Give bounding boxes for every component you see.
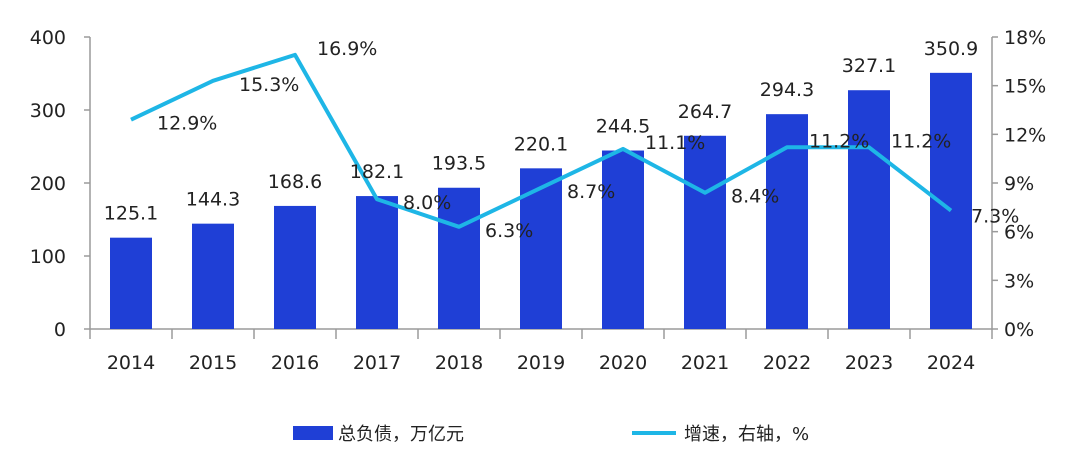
x-tick-label: 2014 (107, 352, 155, 374)
line-value-label: 11.2% (809, 130, 869, 152)
bar-value-label: 350.9 (924, 38, 978, 60)
bar (848, 90, 890, 329)
right-tick-label: 3% (1004, 270, 1034, 292)
bar-value-label: 144.3 (186, 189, 240, 211)
line-value-label: 6.3% (485, 220, 533, 242)
x-tick-label: 2015 (189, 352, 237, 374)
bar (520, 168, 562, 329)
line-value-label: 11.1% (645, 132, 705, 154)
bar (438, 187, 480, 329)
right-tick-label: 15% (1004, 76, 1046, 98)
left-axis: 0 100 200 300 400 (30, 27, 91, 341)
legend: 总负债，万亿元 增速，右轴，% (293, 424, 809, 445)
bar (356, 196, 398, 329)
left-tick-label: 0 (54, 319, 66, 341)
line-value-label: 15.3% (239, 74, 299, 96)
right-tick-label: 6% (1004, 222, 1034, 244)
bar-value-label: 264.7 (678, 101, 732, 123)
line-series (130, 52, 953, 229)
right-tick-label: 12% (1004, 124, 1046, 146)
bar-value-label: 294.3 (760, 79, 814, 101)
right-tick-label: 9% (1004, 173, 1034, 195)
legend-line-label: 增速，右轴，% (684, 424, 809, 445)
data-labels: 125.1 144.3 168.6 182.1 193.5 220.1 244.5 264.7… (104, 38, 1019, 242)
line-value-label: 8.7% (567, 181, 615, 203)
x-tick-label: 2018 (435, 352, 483, 374)
bar-value-label: 244.5 (596, 116, 650, 138)
x-tick-label: 2017 (353, 352, 401, 374)
right-axis: 0% 3% 6% 9% 12% 15% 18% (991, 27, 1046, 341)
bar-series (110, 72, 972, 329)
bar (602, 150, 644, 329)
bar (766, 114, 808, 329)
bar (110, 237, 152, 329)
x-tick-label: 2023 (845, 352, 893, 374)
left-tick-label: 300 (30, 100, 66, 122)
left-tick-label: 200 (30, 173, 66, 195)
bar (192, 223, 234, 329)
legend-bar-swatch (293, 426, 333, 440)
left-tick-label: 400 (30, 27, 66, 49)
x-tick-label: 2024 (927, 352, 975, 374)
line-value-label: 7.3% (971, 206, 1019, 228)
legend-bar-label: 总负债，万亿元 (338, 424, 464, 445)
x-tick-label: 2016 (271, 352, 319, 374)
bar-value-label: 193.5 (432, 153, 486, 175)
x-axis: 2014 2015 2016 2017 2018 2019 2020 2021 2022 2023… (89, 328, 993, 374)
x-tick-label: 2019 (517, 352, 565, 374)
x-tick-label: 2020 (599, 352, 647, 374)
bar (684, 135, 726, 329)
bar-value-label: 125.1 (104, 203, 158, 225)
line-value-label: 11.2% (891, 130, 951, 152)
x-tick-label: 2022 (763, 352, 811, 374)
bar-value-label: 327.1 (842, 55, 896, 77)
left-tick-label: 100 (30, 246, 66, 268)
right-tick-label: 18% (1004, 27, 1046, 49)
bar-value-label: 182.1 (350, 161, 404, 183)
bar-value-label: 168.6 (268, 171, 322, 193)
bar-value-label: 220.1 (514, 133, 568, 155)
line-value-label: 8.4% (731, 186, 779, 208)
x-tick-label: 2021 (681, 352, 729, 374)
bar (274, 205, 316, 329)
line-value-label: 12.9% (157, 113, 217, 135)
right-tick-label: 0% (1004, 319, 1034, 341)
line-value-label: 8.0% (403, 192, 451, 214)
line-value-label: 16.9% (317, 38, 377, 60)
